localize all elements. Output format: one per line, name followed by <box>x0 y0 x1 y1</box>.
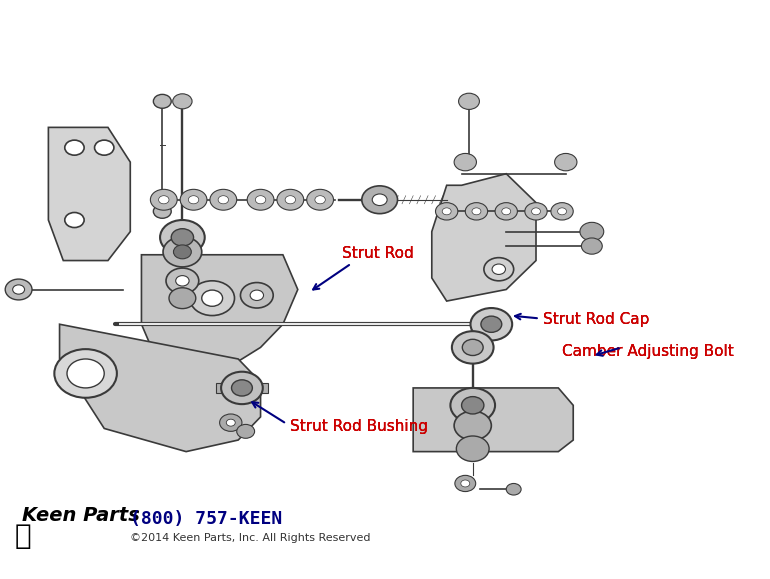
Circle shape <box>362 186 397 214</box>
Text: (800) 757-KEEN: (800) 757-KEEN <box>130 510 283 528</box>
Circle shape <box>484 258 514 281</box>
Circle shape <box>240 283 273 308</box>
Circle shape <box>442 208 451 215</box>
Circle shape <box>315 196 326 204</box>
Circle shape <box>372 194 387 206</box>
Text: Strut Rod: Strut Rod <box>343 245 414 261</box>
Circle shape <box>285 196 296 204</box>
Text: Keen Parts: Keen Parts <box>22 506 140 525</box>
Bar <box>216 383 268 393</box>
Circle shape <box>247 189 274 210</box>
Circle shape <box>150 189 177 210</box>
Circle shape <box>67 359 104 388</box>
Circle shape <box>153 204 171 218</box>
Circle shape <box>256 196 266 204</box>
Circle shape <box>455 475 476 492</box>
Circle shape <box>210 189 236 210</box>
Circle shape <box>95 140 114 155</box>
Circle shape <box>5 279 32 300</box>
Circle shape <box>218 196 229 204</box>
Circle shape <box>551 203 573 220</box>
Circle shape <box>163 237 202 267</box>
Circle shape <box>236 424 255 438</box>
Circle shape <box>457 436 489 461</box>
Circle shape <box>581 238 602 254</box>
Polygon shape <box>432 174 536 301</box>
Circle shape <box>502 208 511 215</box>
Circle shape <box>226 419 236 426</box>
Circle shape <box>250 290 263 301</box>
Circle shape <box>12 285 25 294</box>
Circle shape <box>450 388 495 423</box>
Circle shape <box>472 208 481 215</box>
Circle shape <box>55 349 117 398</box>
Circle shape <box>160 220 205 255</box>
Circle shape <box>554 153 577 171</box>
Circle shape <box>452 331 494 364</box>
Circle shape <box>166 268 199 294</box>
Circle shape <box>454 153 477 171</box>
Circle shape <box>470 308 512 340</box>
Circle shape <box>462 339 483 356</box>
Circle shape <box>169 288 196 309</box>
Circle shape <box>557 208 567 215</box>
Circle shape <box>531 208 541 215</box>
Circle shape <box>171 229 193 246</box>
Polygon shape <box>59 324 260 452</box>
Circle shape <box>306 189 333 210</box>
Text: Strut Rod Bushing: Strut Rod Bushing <box>290 419 428 434</box>
Circle shape <box>492 264 505 274</box>
Circle shape <box>465 203 487 220</box>
Polygon shape <box>142 255 298 371</box>
Circle shape <box>65 140 84 155</box>
Circle shape <box>65 212 84 228</box>
Circle shape <box>232 380 253 396</box>
Circle shape <box>436 203 458 220</box>
Circle shape <box>481 316 502 332</box>
Circle shape <box>172 94 192 109</box>
Circle shape <box>221 372 263 404</box>
Polygon shape <box>413 388 573 452</box>
Text: Camber Adjusting Bolt: Camber Adjusting Bolt <box>562 344 734 359</box>
Circle shape <box>153 94 171 108</box>
Text: Strut Rod: Strut Rod <box>343 245 414 261</box>
Polygon shape <box>49 127 130 261</box>
Text: Strut Rod: Strut Rod <box>343 245 414 261</box>
Text: Strut Rod Bushing: Strut Rod Bushing <box>290 419 428 434</box>
Text: Camber Adjusting Bolt: Camber Adjusting Bolt <box>562 344 734 359</box>
Text: Camber Adjusting Bolt: Camber Adjusting Bolt <box>562 344 734 359</box>
Circle shape <box>202 290 223 306</box>
Circle shape <box>219 414 242 431</box>
Circle shape <box>525 203 547 220</box>
Circle shape <box>460 480 470 487</box>
Circle shape <box>189 196 199 204</box>
Circle shape <box>459 93 480 109</box>
Text: Strut Rod Cap: Strut Rod Cap <box>544 312 650 327</box>
Text: Strut Rod Cap: Strut Rod Cap <box>544 312 650 327</box>
Circle shape <box>176 276 189 286</box>
Circle shape <box>495 203 517 220</box>
Circle shape <box>454 411 491 440</box>
Text: Strut Rod Cap: Strut Rod Cap <box>544 312 650 327</box>
Circle shape <box>180 189 207 210</box>
Circle shape <box>277 189 303 210</box>
Circle shape <box>506 483 521 495</box>
Circle shape <box>461 397 484 414</box>
Text: 🚗: 🚗 <box>15 522 32 550</box>
Circle shape <box>580 222 604 241</box>
Circle shape <box>173 245 191 259</box>
Circle shape <box>159 196 169 204</box>
Text: ©2014 Keen Parts, Inc. All Rights Reserved: ©2014 Keen Parts, Inc. All Rights Reserv… <box>130 533 371 543</box>
Text: Strut Rod Bushing: Strut Rod Bushing <box>290 419 428 434</box>
Circle shape <box>190 281 235 316</box>
